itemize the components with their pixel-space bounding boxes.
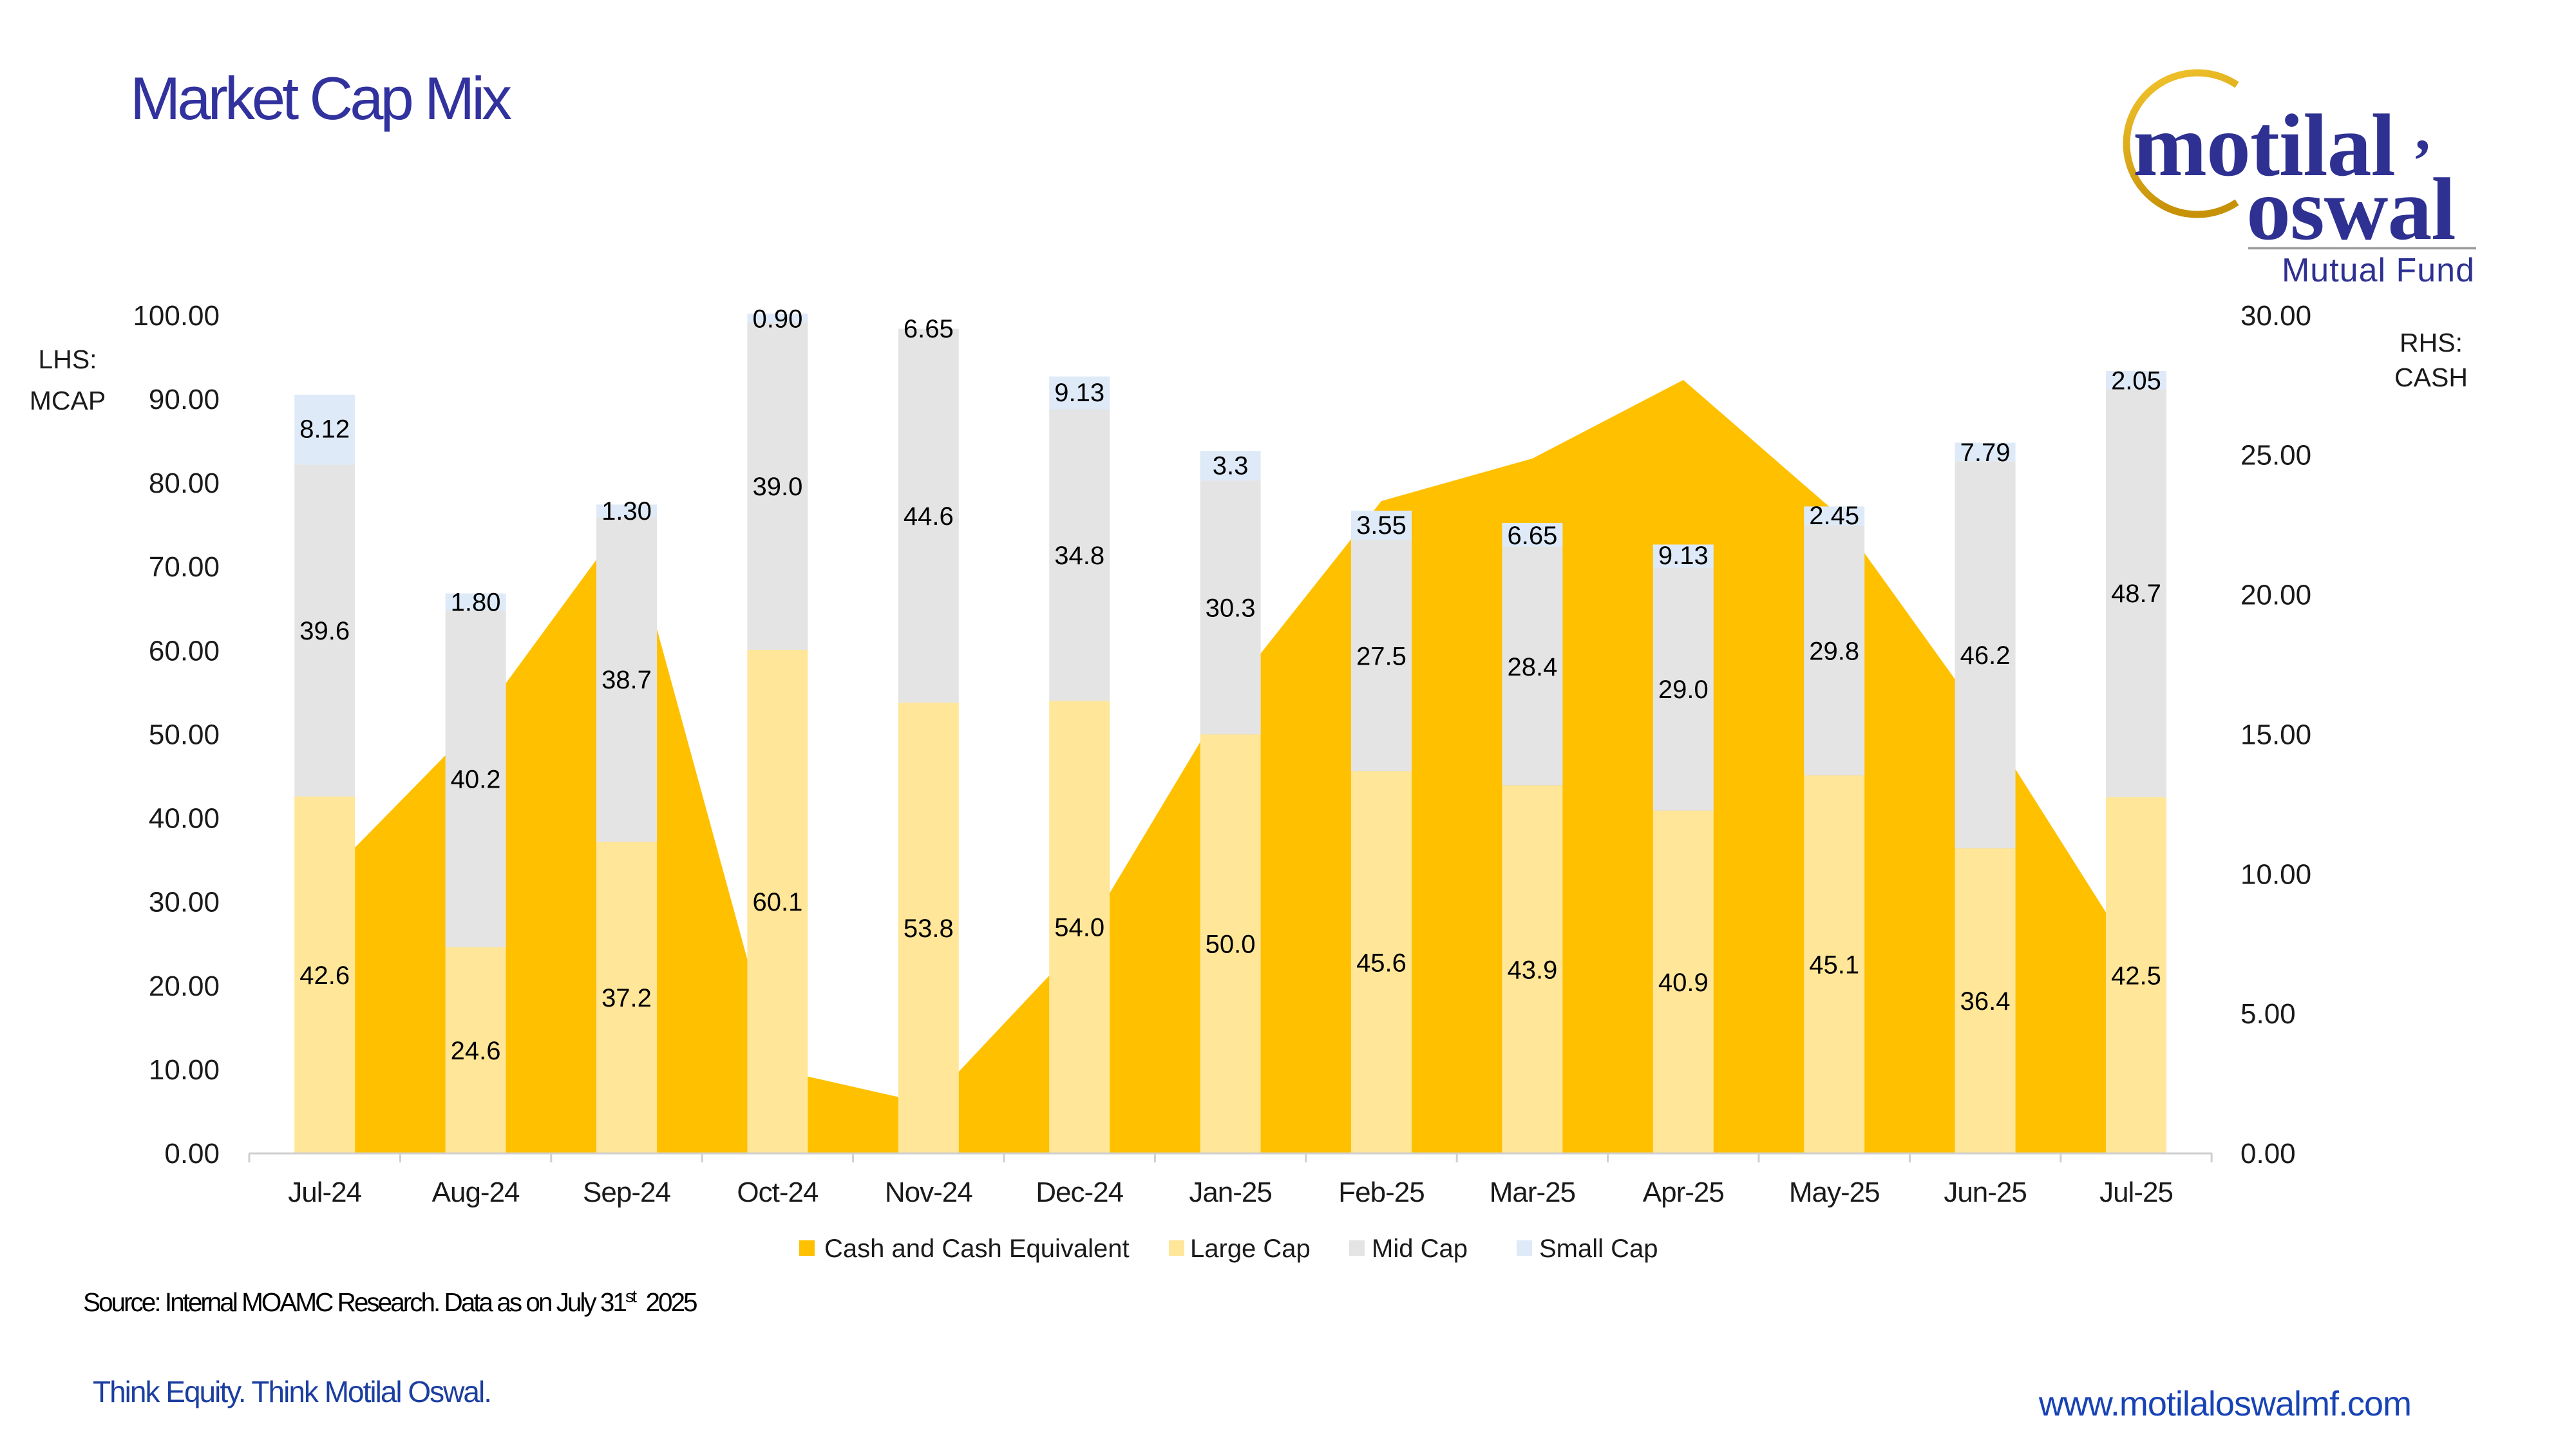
svg-text:Mar-25: Mar-25 — [1490, 1177, 1575, 1208]
svg-text:May-25: May-25 — [1789, 1177, 1880, 1208]
svg-text:,: , — [2415, 95, 2430, 163]
svg-text:42.6: 42.6 — [299, 961, 350, 990]
svg-text:20.00: 20.00 — [149, 971, 220, 1002]
svg-text:5.00: 5.00 — [2240, 998, 2296, 1030]
svg-text:45.1: 45.1 — [1809, 951, 1859, 980]
svg-text:LHS:: LHS: — [38, 345, 97, 374]
svg-text:15.00: 15.00 — [2240, 719, 2311, 750]
svg-text:Cash and Cash Equivalent: Cash and Cash Equivalent — [824, 1235, 1130, 1263]
svg-text:6.65: 6.65 — [904, 315, 954, 343]
svg-text:80.00: 80.00 — [149, 468, 220, 499]
svg-text:3.55: 3.55 — [1356, 511, 1406, 540]
svg-text:6.65: 6.65 — [1507, 522, 1557, 550]
svg-text:7.79: 7.79 — [1960, 439, 2011, 467]
svg-text:Aug-24: Aug-24 — [432, 1177, 520, 1208]
svg-text:Feb-25: Feb-25 — [1338, 1177, 1424, 1208]
svg-text:Large Cap: Large Cap — [1190, 1235, 1311, 1263]
svg-text:90.00: 90.00 — [149, 384, 220, 415]
svg-text:40.2: 40.2 — [451, 765, 501, 793]
svg-text:3.3: 3.3 — [1213, 452, 1249, 480]
svg-text:60.00: 60.00 — [149, 635, 220, 667]
svg-text:1.30: 1.30 — [601, 497, 652, 526]
svg-text:Jul-24: Jul-24 — [288, 1177, 361, 1208]
svg-text:Source: Internal MOAMC Researc: Source: Internal MOAMC Research. Data as… — [83, 1287, 697, 1317]
svg-text:www.motilaloswalmf.com: www.motilaloswalmf.com — [2038, 1385, 2411, 1423]
svg-text:CASH: CASH — [2394, 363, 2468, 392]
svg-text:RHS:: RHS: — [2400, 328, 2463, 357]
svg-text:Market Cap Mix: Market Cap Mix — [130, 64, 511, 132]
svg-text:54.0: 54.0 — [1054, 914, 1104, 942]
svg-text:0.00: 0.00 — [2240, 1138, 2296, 1170]
svg-text:8.12: 8.12 — [299, 415, 350, 444]
svg-text:50.00: 50.00 — [149, 719, 220, 750]
svg-text:24.6: 24.6 — [451, 1037, 501, 1065]
svg-text:1.80: 1.80 — [451, 589, 501, 617]
svg-text:motilal: motilal — [2133, 96, 2395, 194]
svg-text:Small Cap: Small Cap — [1539, 1235, 1658, 1263]
svg-text:30.3: 30.3 — [1206, 594, 1256, 622]
svg-text:37.2: 37.2 — [601, 984, 652, 1012]
svg-text:36.4: 36.4 — [1960, 987, 2011, 1016]
svg-text:0.00: 0.00 — [164, 1138, 220, 1170]
svg-text:29.0: 29.0 — [1658, 676, 1709, 704]
svg-text:53.8: 53.8 — [904, 914, 954, 943]
svg-text:39.0: 39.0 — [752, 473, 802, 501]
svg-text:39.6: 39.6 — [299, 617, 350, 645]
svg-text:60.1: 60.1 — [752, 888, 802, 916]
svg-text:9.13: 9.13 — [1658, 542, 1709, 570]
svg-text:Mutual Fund: Mutual Fund — [2282, 252, 2475, 289]
svg-text:30.00: 30.00 — [2240, 300, 2311, 332]
svg-text:10.00: 10.00 — [2240, 858, 2311, 890]
svg-text:10.00: 10.00 — [149, 1054, 220, 1086]
svg-text:34.8: 34.8 — [1054, 542, 1104, 570]
svg-text:9.13: 9.13 — [1054, 379, 1104, 407]
svg-text:40.00: 40.00 — [149, 803, 220, 835]
svg-text:Think Equity. Think Motilal Os: Think Equity. Think Motilal Oswal. — [93, 1375, 491, 1408]
svg-text:42.5: 42.5 — [2111, 962, 2161, 990]
svg-text:29.8: 29.8 — [1809, 637, 1859, 665]
svg-text:43.9: 43.9 — [1507, 956, 1557, 984]
svg-text:0.90: 0.90 — [752, 305, 802, 334]
svg-text:Sep-24: Sep-24 — [583, 1177, 670, 1208]
svg-text:MCAP: MCAP — [30, 386, 106, 415]
svg-text:100.00: 100.00 — [133, 300, 220, 332]
svg-text:30.00: 30.00 — [149, 887, 220, 918]
svg-text:Jan-25: Jan-25 — [1189, 1177, 1272, 1208]
svg-text:38.7: 38.7 — [601, 666, 652, 694]
svg-text:Apr-25: Apr-25 — [1643, 1177, 1724, 1208]
svg-text:2.45: 2.45 — [1809, 502, 1859, 530]
svg-text:45.6: 45.6 — [1356, 949, 1406, 977]
svg-text:48.7: 48.7 — [2111, 580, 2161, 608]
svg-text:oswal: oswal — [2246, 160, 2456, 258]
svg-text:Dec-24: Dec-24 — [1036, 1177, 1123, 1208]
svg-text:27.5: 27.5 — [1356, 643, 1406, 671]
svg-text:70.00: 70.00 — [149, 551, 220, 583]
svg-text:46.2: 46.2 — [1960, 641, 2011, 670]
svg-text:50.0: 50.0 — [1206, 931, 1256, 959]
svg-text:28.4: 28.4 — [1507, 653, 1557, 681]
svg-text:Jul-25: Jul-25 — [2099, 1177, 2173, 1208]
svg-text:Oct-24: Oct-24 — [737, 1177, 819, 1208]
svg-text:40.9: 40.9 — [1658, 969, 1709, 997]
svg-text:20.00: 20.00 — [2240, 580, 2311, 611]
svg-text:Jun-25: Jun-25 — [1944, 1177, 2027, 1208]
svg-text:2.05: 2.05 — [2111, 367, 2161, 395]
svg-text:Mid Cap: Mid Cap — [1372, 1235, 1468, 1263]
svg-text:44.6: 44.6 — [904, 502, 954, 531]
svg-text:Nov-24: Nov-24 — [885, 1177, 972, 1208]
svg-text:25.00: 25.00 — [2240, 440, 2311, 471]
